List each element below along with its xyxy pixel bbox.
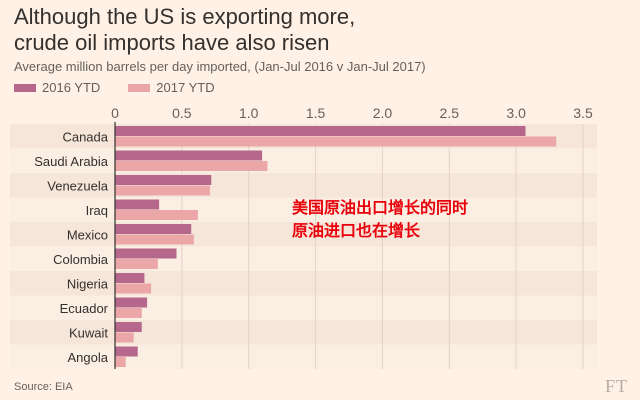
category-label: Mexico [67,227,108,242]
row-band [10,173,597,198]
bar-2017 [115,185,210,196]
ft-logo: FT [604,376,628,396]
x-tick-label: 2.5 [440,105,460,121]
bar-2017 [115,210,198,220]
category-label: Colombia [53,252,109,267]
x-tick-label: 1.0 [239,105,259,121]
bar-2017 [115,259,158,269]
bar-2016 [115,175,212,185]
category-label: Venezuela [47,178,108,193]
category-label: Iraq [86,203,108,218]
row-band [10,148,597,173]
bar-2016 [115,273,145,283]
category-label: Angola [68,350,109,365]
bar-2016 [115,322,142,332]
x-tick-label: 2.0 [373,105,393,121]
row-band [10,271,597,296]
bar-2016 [115,199,160,210]
bar-2017 [115,234,194,245]
legend-label-2016: 2016 YTD [42,80,101,95]
chart-title-line-1: Although the US is exporting more, [14,4,356,29]
row-band [10,295,597,320]
x-tick-label: 0 [111,105,119,121]
legend-item-2017: 2017 YTD [128,80,215,95]
bar-2017 [115,283,152,294]
annotation-line-2: 原油进口也在增长 [292,221,421,240]
row-band [10,320,597,345]
category-label: Ecuador [60,301,109,316]
row-band [10,246,597,271]
bar-2017 [115,308,142,318]
annotation-line-1: 美国原油出口增长的同时 [292,198,469,217]
category-label: Nigeria [67,276,109,291]
chart-title-line-2: crude oil imports have also risen [14,30,330,55]
chart-title: Although the US is exporting more, crude… [14,4,614,56]
chart-subtitle: Average million barrels per day imported… [14,59,426,74]
x-tick-label: 3.0 [506,105,526,121]
annotation-text: 美国原油出口增长的同时 原油进口也在增长 [292,196,468,242]
category-label: Saudi Arabia [34,154,108,169]
bar-2016 [115,126,526,136]
x-tick-label: 0.5 [172,105,192,121]
bar-2017 [115,136,557,147]
legend-label-2017: 2017 YTD [156,80,215,95]
row-band [10,222,597,247]
bar-2017 [115,161,268,171]
bar-2016 [115,248,177,259]
chart-legend: 2016 YTD 2017 YTD [14,80,243,95]
bar-2016 [115,346,138,357]
category-label: Canada [62,129,108,144]
x-tick-label: 1.5 [306,105,326,121]
x-tick-label: 3.5 [573,105,593,121]
bar-2017 [115,332,134,343]
bar-2016 [115,150,263,161]
source-note: Source: EIA [14,381,73,393]
legend-swatch-2017 [128,83,151,92]
bar-2017 [115,357,126,367]
row-band [10,197,597,222]
legend-item-2016: 2016 YTD [14,80,100,95]
bar-2016 [115,297,148,308]
category-label: Kuwait [69,325,108,340]
legend-swatch-2016 [14,83,36,92]
bar-2016 [115,224,192,234]
row-band [10,344,597,369]
